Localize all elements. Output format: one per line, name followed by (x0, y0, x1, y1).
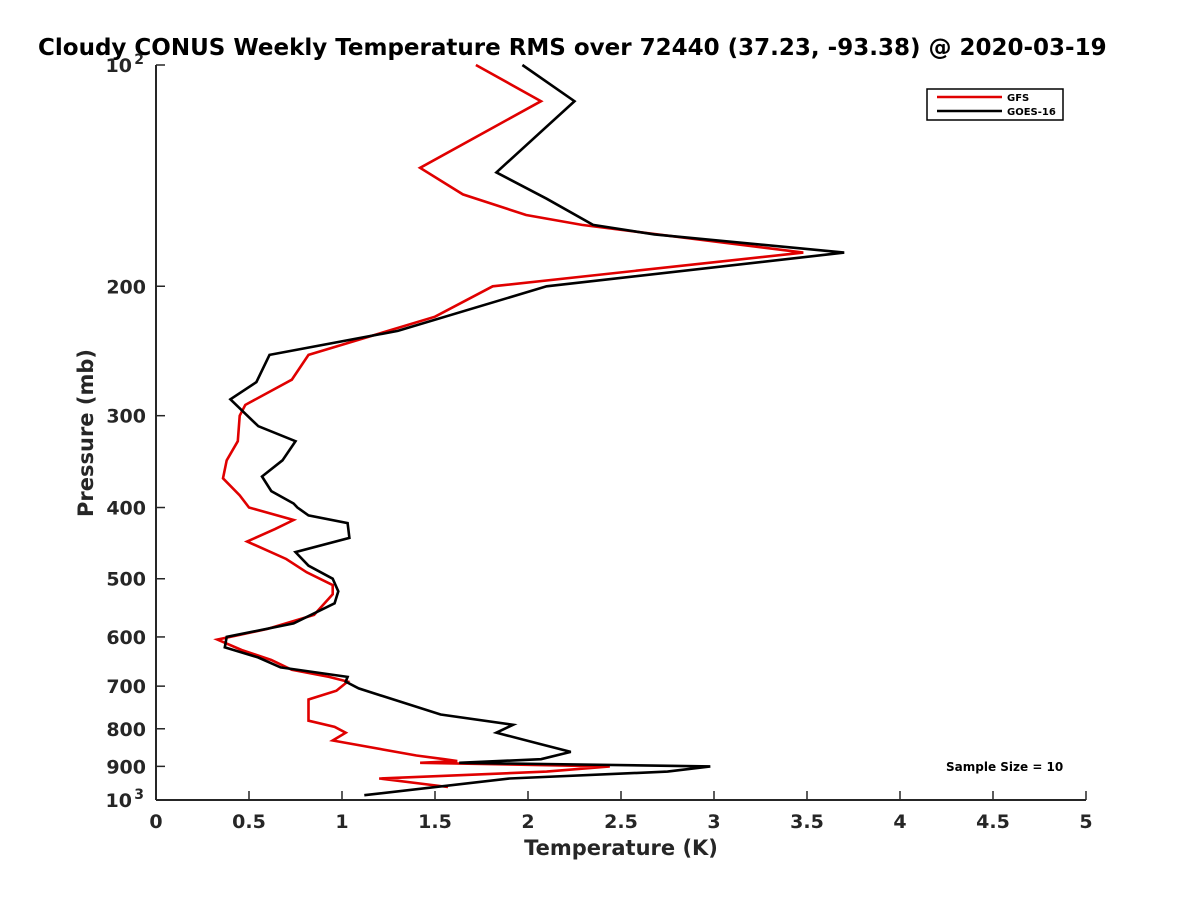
y-tick-label: 800 (106, 719, 146, 741)
y-tick-exponent: 3 (134, 787, 144, 803)
legend-box (926, 88, 1064, 121)
x-tick-label: 5 (1079, 811, 1092, 833)
chart-title: Cloudy CONUS Weekly Temperature RMS over… (38, 35, 1107, 61)
series-line-gfs (213, 63, 804, 789)
y-tick-label: 10 (106, 55, 132, 77)
x-tick-label: 0 (149, 811, 162, 833)
x-ticks: 0 0.5 1 1.5 2 2.5 3 3.5 4 4.5 5 (149, 791, 1093, 833)
x-tick-label: 2.5 (604, 811, 638, 833)
y-tick-label: 900 (106, 756, 146, 778)
y-axis-label: Pressure (mb) (74, 349, 98, 517)
x-tick-label: 3 (707, 811, 720, 833)
y-tick-label: 500 (106, 569, 146, 591)
x-tick-label: 4 (893, 811, 906, 833)
legend-label-goes-16: GOES-16 (1007, 107, 1056, 118)
x-tick-label: 3.5 (790, 811, 824, 833)
y-tick-exponent: 2 (134, 52, 144, 68)
y-tick-label: 700 (106, 676, 146, 698)
y-tick-label: 200 (106, 276, 146, 298)
y-tick-label: 400 (106, 498, 146, 520)
series-lines (213, 63, 845, 797)
x-tick-label: 1 (335, 811, 348, 833)
axes (155, 65, 1086, 801)
y-tick-label: 300 (106, 406, 146, 428)
legend-label-gfs: GFS (1007, 93, 1029, 104)
x-tick-label: 1.5 (418, 811, 452, 833)
sample-size-annotation: Sample Size = 10 (946, 760, 1063, 774)
x-axis-label: Temperature (K) (524, 836, 718, 860)
y-tick-label: 600 (106, 627, 146, 649)
x-tick-label: 4.5 (976, 811, 1010, 833)
series-line-goes-16 (223, 63, 845, 797)
y-tick-label: 10 (106, 790, 132, 812)
legend: GFS GOES-16 (926, 88, 1064, 121)
x-tick-label: 0.5 (232, 811, 266, 833)
x-tick-label: 2 (521, 811, 534, 833)
